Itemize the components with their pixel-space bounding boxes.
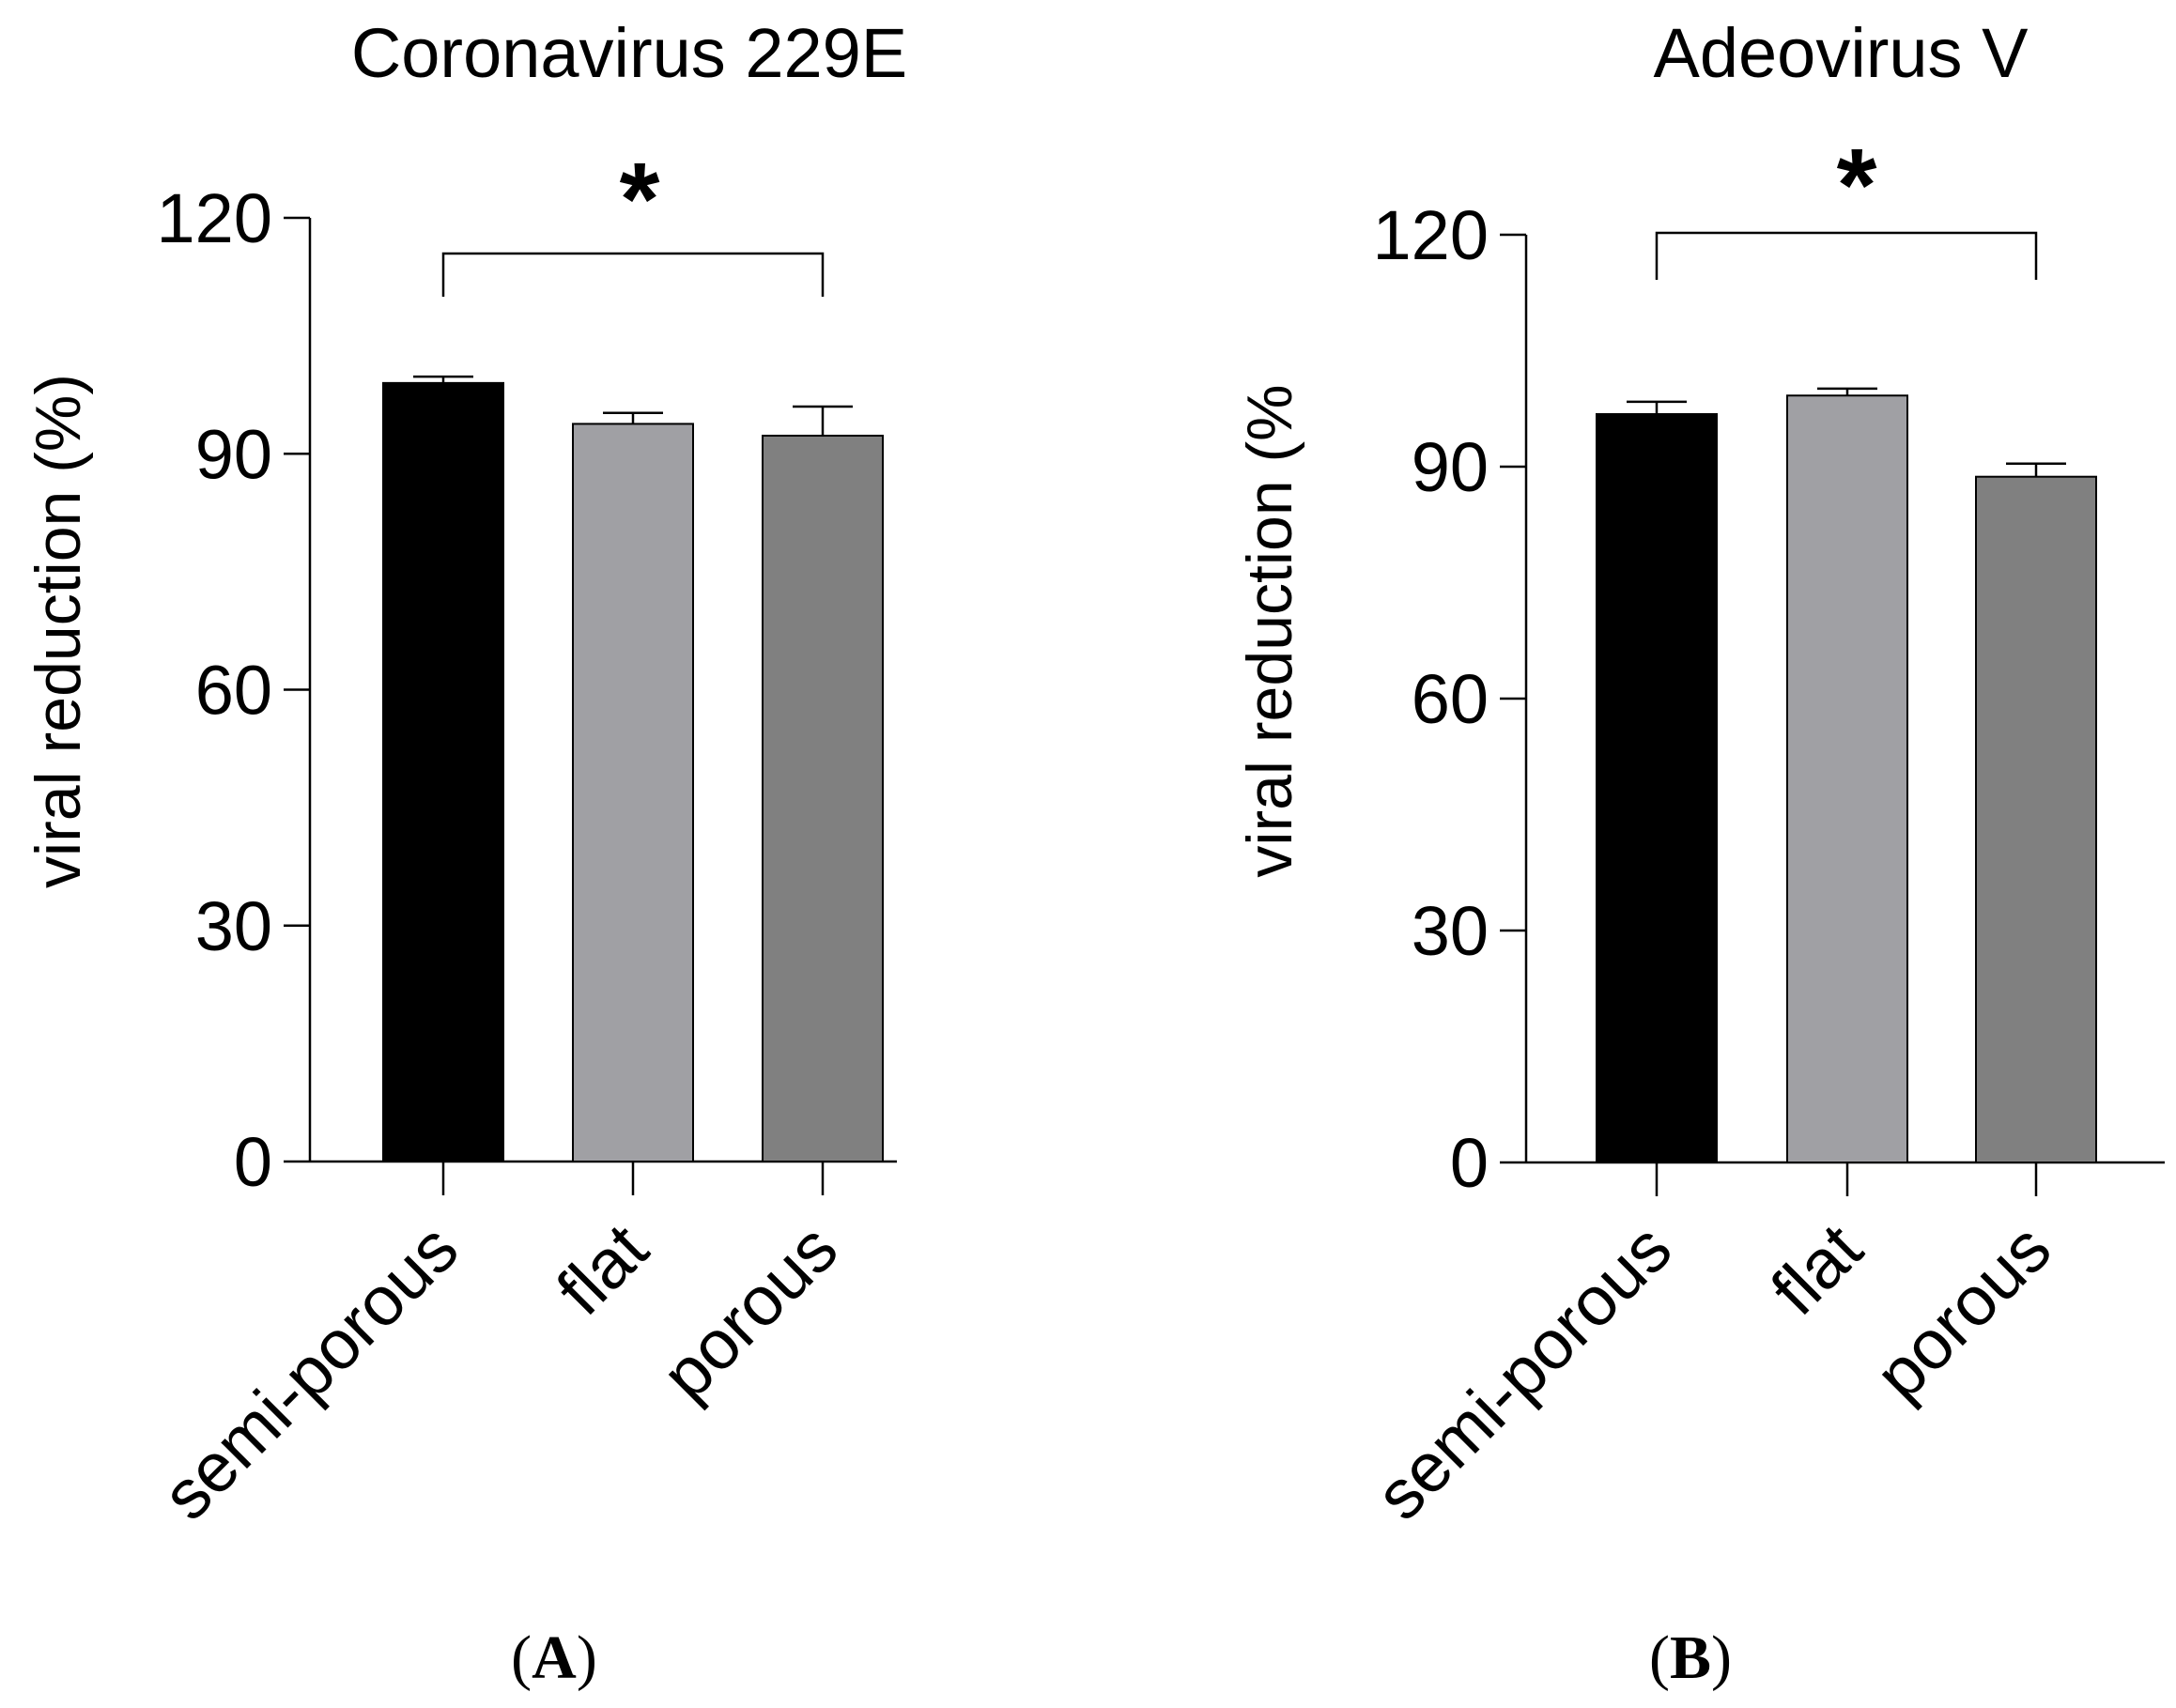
panel-letter: B <box>1670 1623 1711 1692</box>
bar-semi-porous <box>382 381 504 1162</box>
chart-panel-b: Adeovirus V viral reduction (% * (B) 0 30… <box>1234 14 2165 1692</box>
y-tick-label: 30 <box>195 887 272 965</box>
bar-flat <box>1786 394 1908 1163</box>
panel-label: (B) <box>1649 1623 1732 1692</box>
bar-flat <box>572 423 694 1162</box>
significance-bracket <box>441 252 825 297</box>
x-tick-label: semi-porous <box>1361 1209 1687 1535</box>
y-tick-label: 0 <box>234 1123 272 1201</box>
y-axis-label: viral reduction (% <box>1234 384 1305 877</box>
panel-label: (A) <box>511 1623 597 1692</box>
y-tick-label: 90 <box>1412 428 1489 506</box>
y-tick-label: 120 <box>1373 196 1489 274</box>
chart-title: Coronavirus 229E <box>351 14 907 92</box>
y-tick-label: 60 <box>1412 660 1489 738</box>
x-tick-label: flat <box>1756 1208 1877 1330</box>
significance-asterisk: * <box>1837 128 1877 243</box>
significance-bracket <box>1655 231 2038 280</box>
y-axis-label: viral reduction (%) <box>23 374 94 888</box>
x-tick-label: flat <box>542 1208 663 1330</box>
chart-title: Adeovirus V <box>1654 14 2029 92</box>
y-tick-label: 30 <box>1412 892 1489 970</box>
bar-porous <box>1975 475 2097 1164</box>
x-tick-label: porous <box>647 1209 853 1415</box>
x-tick-label: semi-porous <box>147 1209 473 1535</box>
x-tick-label: porous <box>1860 1209 2066 1415</box>
bar-porous <box>762 434 884 1162</box>
significance-asterisk: * <box>620 142 660 257</box>
bar-semi-porous <box>1596 413 1718 1164</box>
y-tick-label: 120 <box>157 179 272 257</box>
y-tick-label: 90 <box>195 415 272 493</box>
panel-letter: A <box>532 1623 577 1692</box>
chart-panel-a: Coronavirus 229E viral reduction (%) * (… <box>23 14 907 1692</box>
y-tick-label: 0 <box>1450 1124 1489 1202</box>
y-tick-label: 60 <box>195 652 272 730</box>
